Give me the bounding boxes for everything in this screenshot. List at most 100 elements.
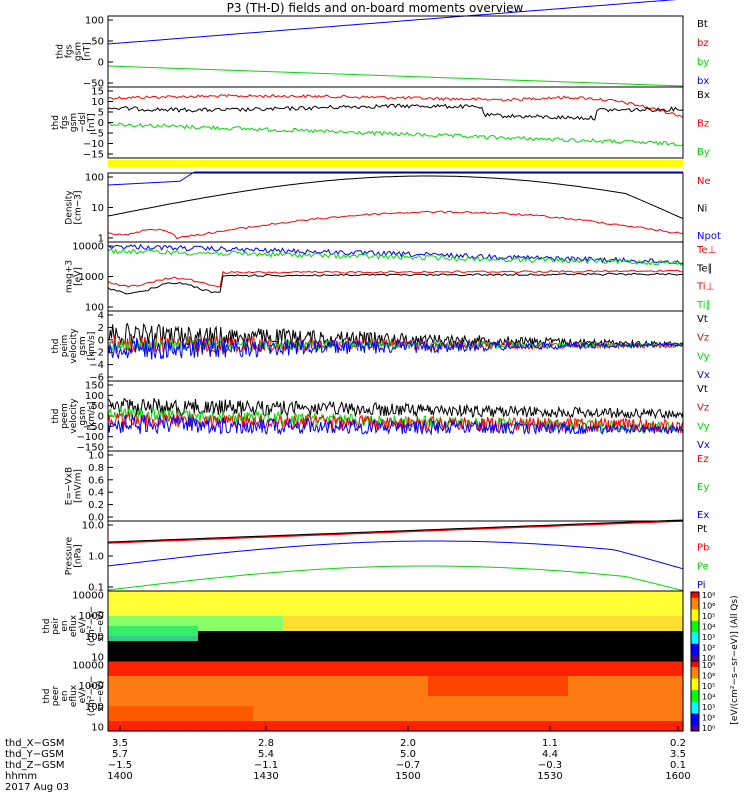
panel-frame-2 [107, 172, 684, 243]
panel-ylabel-line: eV/ [78, 688, 88, 704]
panel-ytick-label: 0.2 [88, 500, 104, 511]
panel-ytick-label: 100 [85, 303, 104, 314]
panel-ylabel-line: [nT] [87, 113, 97, 131]
legend-Ex: Ex [697, 510, 709, 521]
panel-ytick-label: −4 [89, 360, 104, 371]
panel-ylabel-line: eV/ [78, 618, 88, 634]
series-By-line [107, 122, 684, 147]
series-peem-Vt-line [107, 397, 684, 420]
legend-Bz: Bz [697, 119, 709, 130]
panel-ylabel-line: eflux [69, 684, 79, 707]
legend-Ni: Ni [697, 204, 707, 215]
panel-ylabel-line: Pressure [65, 536, 75, 575]
xaxis-value: 0.1 [670, 760, 686, 771]
panel-ylabel-line: gsm [74, 42, 84, 61]
panel-ytick-label: 0 [98, 118, 104, 129]
series-peim-Vx-line [107, 337, 684, 360]
xaxis-row-label: thd_Y−GSM [5, 749, 64, 760]
legend-Vt: Vt [697, 314, 708, 325]
ion-spectrogram [108, 591, 684, 662]
panel-ylabel-line: thd [56, 44, 66, 59]
panel-ytick-label: 100 [85, 16, 104, 27]
panel-ytick-label: 1 [98, 234, 104, 245]
panel-ytick-label: 1.0 [88, 451, 104, 462]
legend-by: by [697, 57, 709, 68]
panel-ylabel-line: sr−eV) [96, 680, 106, 711]
panel-ytick-label: 10 [91, 653, 104, 664]
series-Te-perp-line [107, 243, 684, 265]
panel-ylabel-line: velocity [69, 328, 79, 364]
colorbar-tick-label: 10² [702, 714, 715, 723]
legend-Te∥: Te∥ [696, 263, 713, 274]
panel-ytick-label: 0.1 [88, 583, 104, 594]
xaxis-row-label: hhmm [5, 771, 37, 782]
panel-9: thd peer en eflux eV/(cm²−s− sr−eV) 10000 1000 1… [42, 661, 113, 734]
xaxis-value: 3.5 [112, 738, 128, 749]
panel-ytick-label: 5 [98, 108, 104, 119]
panel-ytick-label: 0.6 [88, 475, 104, 486]
panel-ytick-label: 2 [98, 323, 104, 334]
panel-ylabel-line: eflux [69, 614, 79, 637]
panel-2: Density [cm−3]100 10 1 Ne Ni Npot [65, 173, 721, 245]
legend-Vy: Vy [697, 351, 710, 362]
panel-ytick-label: 0 [98, 58, 104, 69]
xaxis-value: −0.3 [538, 760, 562, 771]
panel-ylabel-line: thd [42, 689, 52, 704]
panel-ytick-label: 10000 [72, 242, 104, 253]
panel-ytick-label: 150 [85, 381, 104, 392]
panel-ytick-label: −5 [89, 129, 104, 140]
panel-ytick-label: 50 [91, 37, 104, 48]
colorbar-tick-label: 10⁸ [702, 591, 715, 600]
panel-4: thd peim velocity gsm [km/s]420 −2−4 −6 Vt Vz Vy V… [51, 311, 710, 384]
colorbar-tick-label: 10⁶ [702, 602, 715, 611]
xaxis-value: 5.0 [400, 749, 416, 760]
xaxis-value: 2.8 [258, 738, 274, 749]
xaxis-value: 5.7 [112, 749, 128, 760]
panel-ylabel-line: velocity [69, 398, 79, 434]
panel-frame-9 [107, 660, 684, 732]
panel-ytick-label: 0.0 [88, 513, 104, 524]
xaxis-value: 4.4 [542, 749, 558, 760]
series-Pi-line [107, 540, 684, 570]
series-peem-Vx-line [107, 414, 684, 436]
xaxis-value: 3.5 [670, 749, 686, 760]
panel-7: Pressure [nPa] 10.0 1.0 0.1 Pt Pb Pe Pi [65, 521, 710, 594]
panel-ytick-label: 10 [91, 723, 104, 734]
panel-ytick-label: −6 [89, 373, 104, 384]
colorbar-tick-label: 10⁸ [702, 661, 715, 670]
panel-ylabel-line: [nPa] [74, 544, 84, 567]
colorbar-tick-label: 10⁰ [702, 654, 715, 663]
electron-spectrogram [108, 661, 684, 732]
panel-ylabel-line: [nT] [83, 42, 93, 60]
xaxis-value: 1400 [107, 771, 132, 782]
xaxis-value: 5.4 [258, 749, 274, 760]
panel-0: thd fgs gsm [nT] 100 50 0 −50 Bt bz by bx [56, 16, 710, 90]
panel-ytick-label: 100 [85, 632, 104, 643]
panel-ylabel-line: peer [51, 685, 61, 706]
legend-Vy: Vy [697, 421, 710, 432]
legend-Te⊥: Te⊥ [696, 245, 716, 256]
panel-ylabel-line: peir [51, 617, 61, 635]
series-Npot-line [107, 171, 683, 186]
xaxis-value: 1530 [537, 771, 562, 782]
panel-ytick-label: 0.8 [88, 463, 104, 474]
panel-ytick-label: 10000 [72, 591, 104, 602]
panel-ylabel-line: [mV/m] [74, 469, 84, 503]
quality-flag-bar [108, 160, 683, 167]
legend-Npot: Npot [697, 231, 721, 242]
xaxis-value: 1430 [253, 771, 278, 782]
panel-ylabel-line: [cm−3] [74, 190, 84, 224]
colorbar-tick-label: 10³ [702, 703, 715, 712]
colorbar-tick-label: 10⁵ [702, 682, 715, 691]
panel-ytick-label: 50 [91, 401, 104, 412]
panel-ylabel-line: en [60, 620, 70, 631]
panel-ylabel-line: [km/s] [87, 402, 97, 431]
series-peem-Vz-line [107, 411, 684, 435]
xaxis-value: 1500 [395, 771, 420, 782]
legend-Ne: Ne [697, 176, 711, 187]
panel-ylabel-line: (cm²−s− [87, 676, 97, 717]
panel-ytick-label: 1000 [79, 272, 104, 283]
panel-ytick-label: −10 [83, 139, 104, 150]
legend-Pt: Pt [697, 524, 707, 535]
